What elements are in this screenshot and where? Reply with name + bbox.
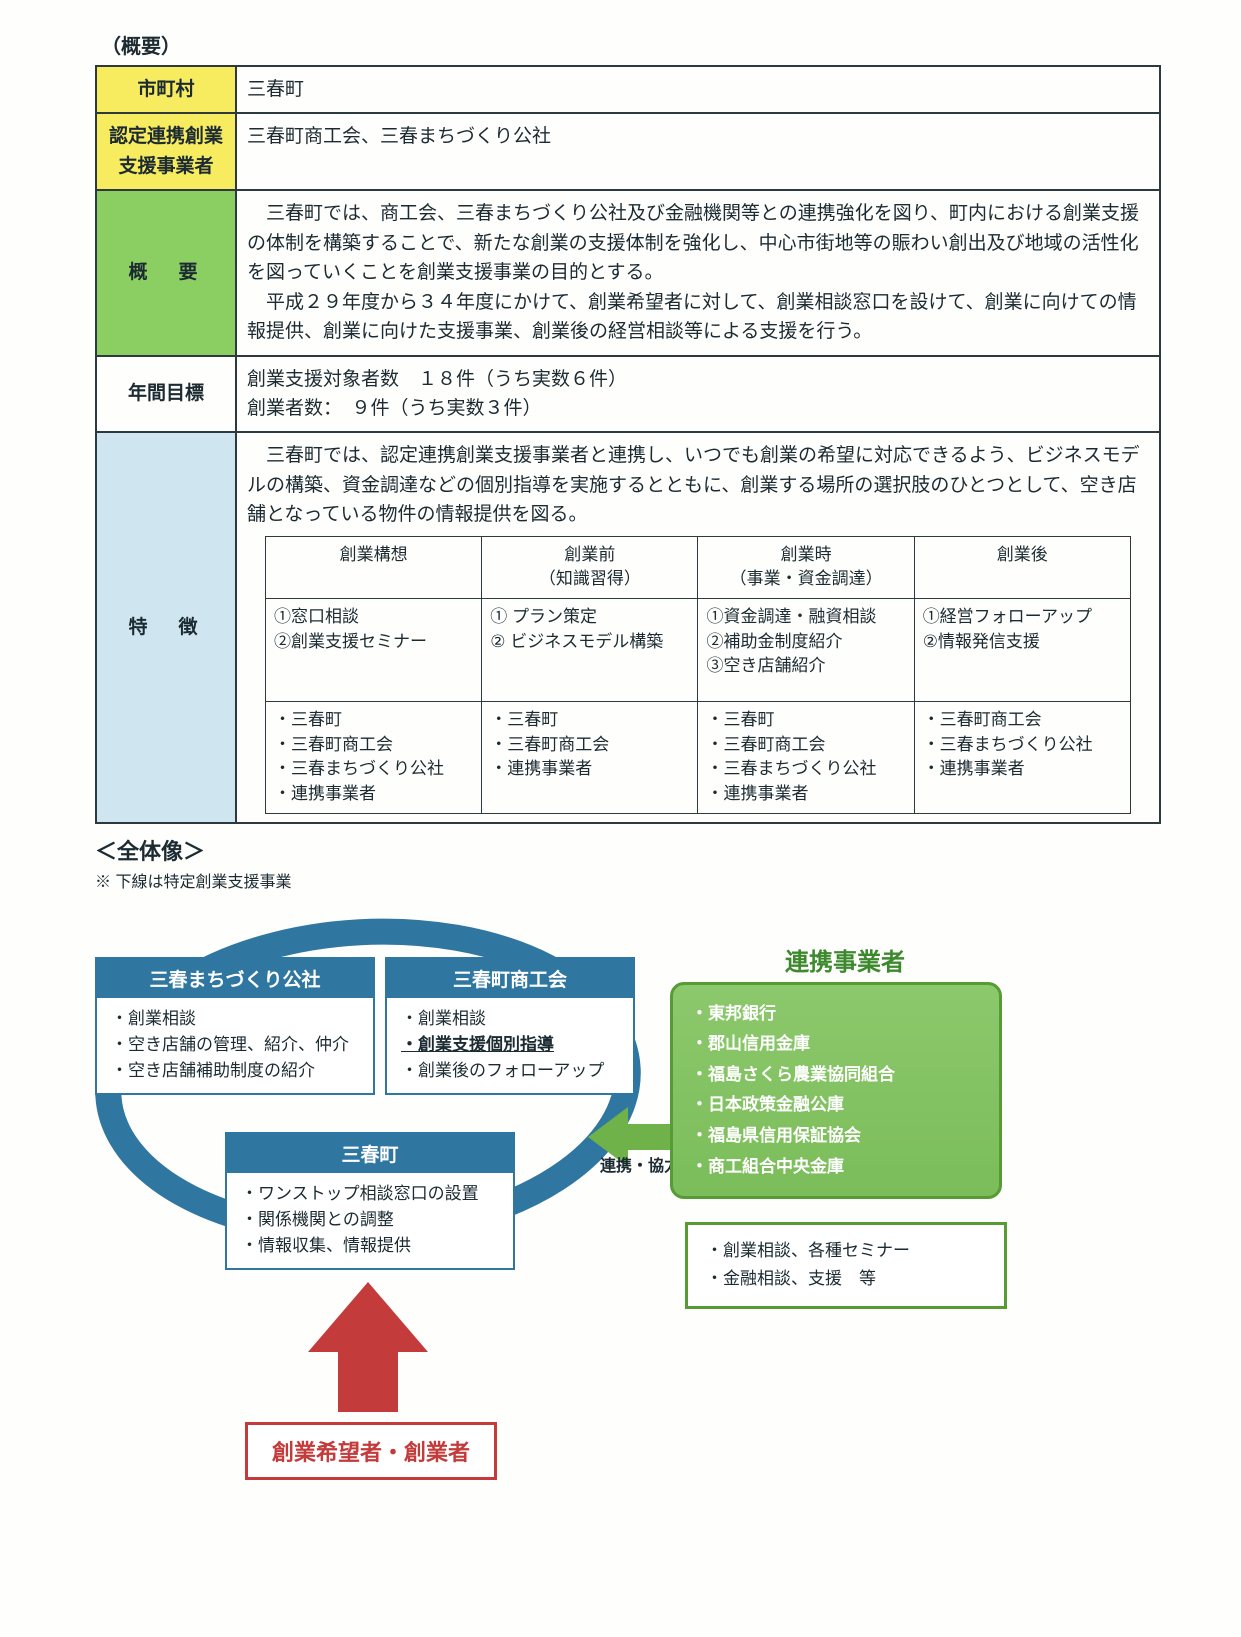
overview-label: （概要） [101, 30, 1161, 59]
machizukuri-item-0: ・創業相談 [111, 1006, 359, 1032]
machizukuri-title: 三春まちづくり公社 [97, 959, 373, 998]
shokokai-item-post: ・創業後のフォローアップ [401, 1058, 619, 1084]
row5-intro: 三春町では、認定連携創業支援事業者と連携し、いつでも創業の希望に対応できるよう、… [247, 441, 1149, 529]
partners-card: ・東邦銀行 ・郡山信用金庫 ・福島さくら農業協同組合 ・日本政策金融公庫 ・福島… [670, 982, 1002, 1200]
inner-h3: 創業後 [914, 536, 1130, 598]
machizukuri-item-2: ・空き店舗補助制度の紹介 [111, 1058, 359, 1084]
features-table: 創業構想 創業前 （知識習得） 創業時 （事業・資金調達） 創業後 ①窓口相談 … [265, 536, 1131, 814]
row3-value: 三春町では、商工会、三春まちづくり公社及び金融機関等との連携強化を図り、町内にお… [236, 190, 1160, 355]
row1-value: 三春町 [236, 66, 1160, 113]
inner-h1: 創業前 （知識習得） [482, 536, 698, 598]
shokokai-body: ・創業相談 ・創業支援個別指導 ・創業後のフォローアップ [387, 998, 633, 1093]
machizukuri-item-1: ・空き店舗の管理、紹介、仲介 [111, 1032, 359, 1058]
inner-h2: 創業時 （事業・資金調達） [698, 536, 914, 598]
row2-value: 三春町商工会、三春まちづくり公社 [236, 113, 1160, 190]
town-item-2: ・情報収集、情報提供 [241, 1233, 499, 1259]
row5-label: 特 徴 [96, 432, 236, 822]
coop-label: 連携・協力 [600, 1152, 680, 1176]
partner-1: ・郡山信用金庫 [691, 1029, 981, 1060]
inner-r2c3: ・三春町商工会 ・三春まちづくり公社 ・連携事業者 [914, 701, 1130, 813]
shokokai-item-pre: ・創業相談 [401, 1006, 619, 1032]
inner-r1c1: ① プラン策定 ② ビジネスモデル構築 [482, 598, 698, 701]
row5-cell: 三春町では、認定連携創業支援事業者と連携し、いつでも創業の希望に対応できるよう、… [236, 432, 1160, 822]
town-card: 三春町 ・ワンストップ相談窓口の設置 ・関係機関との調整 ・情報収集、情報提供 [225, 1132, 515, 1270]
partner-4: ・福島県信用保証協会 [691, 1121, 981, 1152]
inner-r2c1: ・三春町 ・三春町商工会 ・連携事業者 [482, 701, 698, 813]
row3-label: 概 要 [96, 190, 236, 355]
overview-table: 市町村 三春町 認定連携創業支援事業者 三春町商工会、三春まちづくり公社 概 要… [95, 65, 1161, 824]
machizukuri-card: 三春まちづくり公社 ・創業相談 ・空き店舗の管理、紹介、仲介 ・空き店舗補助制度… [95, 957, 375, 1095]
partners-title: 連携事業者 [785, 942, 905, 977]
inner-h0: 創業構想 [266, 536, 482, 598]
partner-0: ・東邦銀行 [691, 999, 981, 1030]
inner-r1c0: ①窓口相談 ②創業支援セミナー [266, 598, 482, 701]
row4-label: 年間目標 [96, 356, 236, 433]
big-picture-title: ＜全体像＞ [95, 834, 1161, 866]
row4-value: 創業支援対象者数 １８件（うち実数６件） 創業者数： ９件（うち実数３件） [236, 356, 1160, 433]
shokokai-item-underlined: ・創業支援個別指導 [401, 1032, 619, 1058]
town-title: 三春町 [227, 1134, 513, 1173]
underline-note: ※ 下線は特定創業支援事業 [95, 868, 1161, 892]
shokokai-title: 三春町商工会 [387, 959, 633, 998]
town-item-1: ・関係機関との調整 [241, 1207, 499, 1233]
partners-extra-0: ・創業相談、各種セミナー [706, 1237, 986, 1266]
machizukuri-body: ・創業相談 ・空き店舗の管理、紹介、仲介 ・空き店舗補助制度の紹介 [97, 998, 373, 1093]
partner-5: ・商工組合中央金庫 [691, 1152, 981, 1183]
shokokai-card: 三春町商工会 ・創業相談 ・創業支援個別指導 ・創業後のフォローアップ [385, 957, 635, 1095]
row1-label: 市町村 [96, 66, 236, 113]
partner-2: ・福島さくら農業協同組合 [691, 1060, 981, 1091]
partners-extra-1: ・金融相談、支援 等 [706, 1265, 986, 1294]
inner-r1c2: ①資金調達・融資相談 ②補助金制度紹介 ③空き店舗紹介 [698, 598, 914, 701]
diagram: 三春まちづくり公社 ・創業相談 ・空き店舗の管理、紹介、仲介 ・空き店舗補助制度… [95, 902, 1161, 1522]
inner-r2c0: ・三春町 ・三春町商工会 ・三春まちづくり公社 ・連携事業者 [266, 701, 482, 813]
town-body: ・ワンストップ相談窓口の設置 ・関係機関との調整 ・情報収集、情報提供 [227, 1173, 513, 1268]
partners-extra-box: ・創業相談、各種セミナー ・金融相談、支援 等 [685, 1222, 1007, 1310]
inner-r1c3: ①経営フォローアップ ②情報発信支援 [914, 598, 1130, 701]
partner-3: ・日本政策金融公庫 [691, 1090, 981, 1121]
founder-box: 創業希望者・創業者 [245, 1422, 497, 1480]
row2-label: 認定連携創業支援事業者 [96, 113, 236, 190]
inner-r2c2: ・三春町 ・三春町商工会 ・三春まちづくり公社 ・連携事業者 [698, 701, 914, 813]
town-item-0: ・ワンストップ相談窓口の設置 [241, 1181, 499, 1207]
